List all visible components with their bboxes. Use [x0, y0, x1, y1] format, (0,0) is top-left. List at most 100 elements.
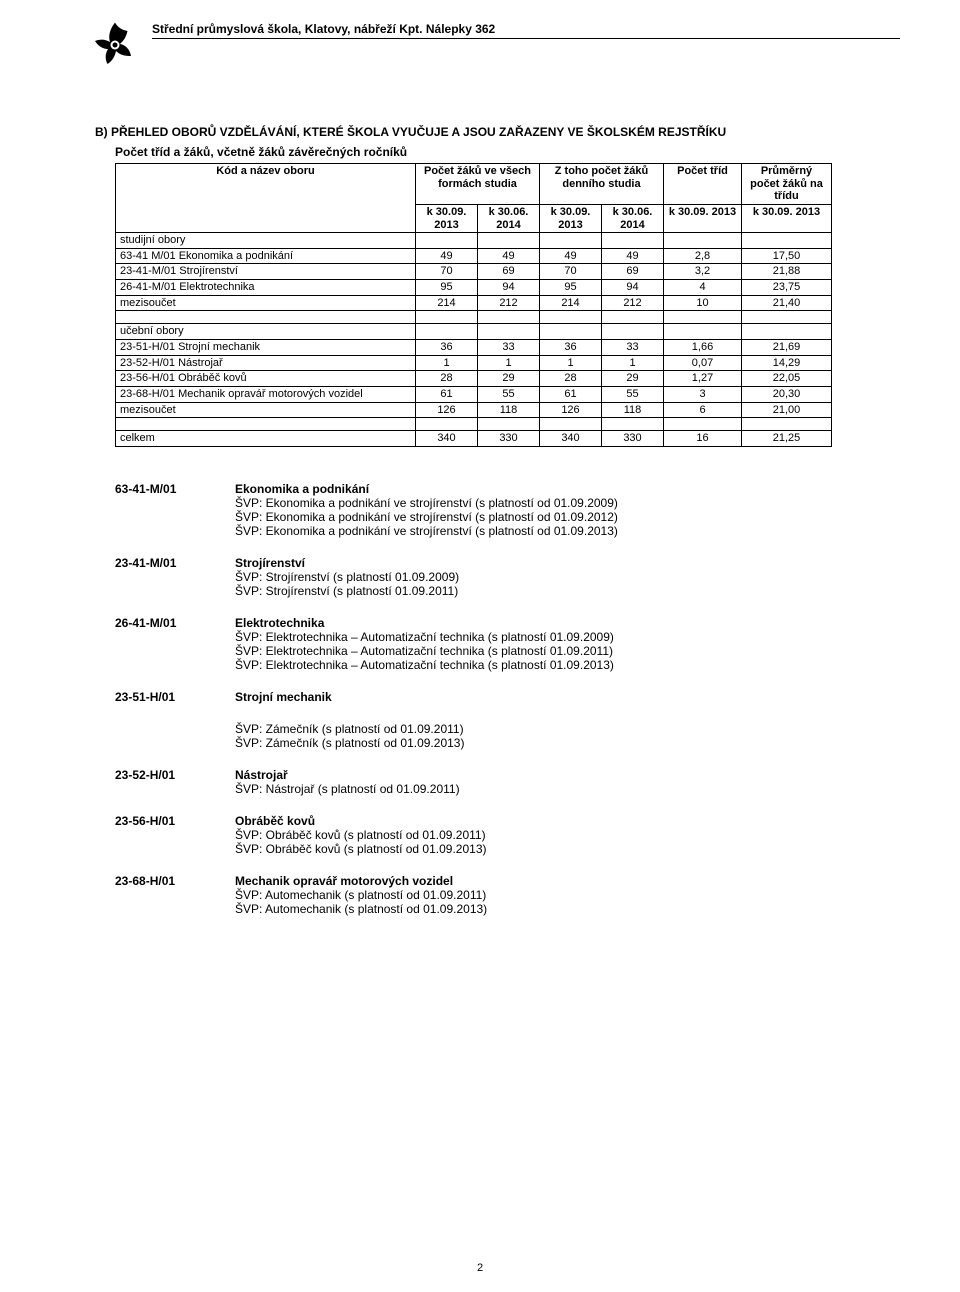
document-header: Střední průmyslová škola, Klatovy, nábře…	[90, 20, 900, 70]
th-c4a: k 30.09. 2013	[664, 204, 742, 232]
school-name: Střední průmyslová škola, Klatovy, nábře…	[152, 22, 900, 39]
definition-line: ŠVP: Automechanik (s platností od 01.09.…	[235, 902, 900, 916]
row-label: 23-51-H/01 Strojní mechanik	[116, 340, 416, 356]
cell: 70	[540, 264, 602, 280]
cell: 21,40	[742, 295, 832, 311]
table-row: 63-41 M/01 Ekonomika a podnikání49494949…	[116, 248, 832, 264]
row-label: 23-41-M/01 Strojírenství	[116, 264, 416, 280]
th-c3b: k 30.06. 2014	[602, 204, 664, 232]
page-number: 2	[0, 1262, 960, 1274]
definition-block: 63-41-M/01Ekonomika a podnikáníŠVP: Ekon…	[115, 482, 900, 538]
cell: 330	[478, 431, 540, 447]
sub-heading: Počet tříd a žáků, včetně žáků závěrečný…	[115, 145, 900, 159]
cell: 55	[602, 386, 664, 402]
cell	[416, 233, 478, 249]
cell	[664, 324, 742, 340]
cell: 1	[478, 355, 540, 371]
definition-line: ŠVP: Obráběč kovů (s platností od 01.09.…	[235, 842, 900, 856]
definition-name: Ekonomika a podnikání	[235, 482, 900, 496]
cell: 49	[416, 248, 478, 264]
row-label: 26-41-M/01 Elektrotechnika	[116, 280, 416, 296]
overview-table: Kód a název oboru Počet žáků ve všech fo…	[115, 163, 832, 447]
cell: 1,66	[664, 340, 742, 356]
cell: 22,05	[742, 371, 832, 387]
cell: 20,30	[742, 386, 832, 402]
section-label: učební obory	[116, 324, 416, 340]
cell: 95	[540, 280, 602, 296]
row-label: celkem	[116, 431, 416, 447]
row-label: 63-41 M/01 Ekonomika a podnikání	[116, 248, 416, 264]
definition-line: ŠVP: Zámečník (s platností od 01.09.2013…	[235, 736, 900, 750]
table-row: mezisoučet2142122142121021,40	[116, 295, 832, 311]
cell: 21,88	[742, 264, 832, 280]
row-label: 23-56-H/01 Obráběč kovů	[116, 371, 416, 387]
row-label: mezisoučet	[116, 402, 416, 418]
th-class-count: Počet tříd	[664, 164, 742, 205]
definition-code: 26-41-M/01	[115, 616, 235, 672]
cell: 55	[478, 386, 540, 402]
definition-block: 23-68-H/01Mechanik opravář motorových vo…	[115, 874, 900, 916]
page: Střední průmyslová škola, Klatovy, nábře…	[0, 0, 960, 1292]
row-label: mezisoučet	[116, 295, 416, 311]
cell: 214	[416, 295, 478, 311]
cell: 212	[478, 295, 540, 311]
cell: 61	[540, 386, 602, 402]
definition-line: ŠVP: Ekonomika a podnikání ve strojírens…	[235, 524, 900, 538]
cell: 0,07	[664, 355, 742, 371]
definition-line: ŠVP: Strojírenství (s platností 01.09.20…	[235, 570, 900, 584]
cell: 10	[664, 295, 742, 311]
cell: 36	[416, 340, 478, 356]
cell: 330	[602, 431, 664, 447]
th-code-name: Kód a název oboru	[116, 164, 416, 233]
cell: 29	[478, 371, 540, 387]
cell: 1	[602, 355, 664, 371]
cell: 28	[540, 371, 602, 387]
th-c2b: k 30.06. 2014	[478, 204, 540, 232]
definition-body: ElektrotechnikaŠVP: Elektrotechnika – Au…	[235, 616, 900, 672]
cell: 340	[540, 431, 602, 447]
cell: 17,50	[742, 248, 832, 264]
cell: 49	[478, 248, 540, 264]
section-row: studijní obory	[116, 233, 832, 249]
cell: 94	[602, 280, 664, 296]
table-row: 23-52-H/01 Nástrojař11110,0714,29	[116, 355, 832, 371]
definition-body: Mechanik opravář motorových vozidel ŠVP: …	[235, 874, 900, 916]
definition-code: 23-52-H/01	[115, 768, 235, 796]
definition-line: ŠVP: Nástrojař (s platností od 01.09.201…	[235, 782, 900, 796]
cell: 28	[416, 371, 478, 387]
table-row: 23-68-H/01 Mechanik opravář motorových v…	[116, 386, 832, 402]
definitions-list: 63-41-M/01Ekonomika a podnikáníŠVP: Ekon…	[115, 482, 900, 916]
cell: 16	[664, 431, 742, 447]
definition-body: NástrojařŠVP: Nástrojař (s platností od …	[235, 768, 900, 796]
definition-name: Mechanik opravář motorových vozidel	[235, 874, 900, 888]
definition-code: 23-68-H/01	[115, 874, 235, 916]
spacer-row	[116, 418, 832, 431]
cell	[540, 233, 602, 249]
definition-name: Elektrotechnika	[235, 616, 900, 630]
definition-name: Strojírenství	[235, 556, 900, 570]
definition-body: Ekonomika a podnikáníŠVP: Ekonomika a po…	[235, 482, 900, 538]
cell: 118	[478, 402, 540, 418]
definition-line: ŠVP: Elektrotechnika – Automatizační tec…	[235, 630, 900, 644]
definition-line: ŠVP: Elektrotechnika – Automatizační tec…	[235, 658, 900, 672]
cell	[416, 324, 478, 340]
cell	[742, 324, 832, 340]
cell: 126	[540, 402, 602, 418]
section-label: studijní obory	[116, 233, 416, 249]
table-row: 23-51-H/01 Strojní mechanik363336331,662…	[116, 340, 832, 356]
definition-line: ŠVP: Ekonomika a podnikání ve strojírens…	[235, 496, 900, 510]
cell	[742, 233, 832, 249]
table-row: 23-56-H/01 Obráběč kovů282928291,2722,05	[116, 371, 832, 387]
th-c2a: k 30.09. 2013	[416, 204, 478, 232]
cell: 33	[602, 340, 664, 356]
definition-name: Nástrojař	[235, 768, 900, 782]
definition-block: 26-41-M/01ElektrotechnikaŠVP: Elektrotec…	[115, 616, 900, 672]
cell: 69	[602, 264, 664, 280]
definition-line: ŠVP: Ekonomika a podnikání ve strojírens…	[235, 510, 900, 524]
table-row: celkem3403303403301621,25	[116, 431, 832, 447]
cell: 2,8	[664, 248, 742, 264]
cell: 1	[540, 355, 602, 371]
cell: 6	[664, 402, 742, 418]
th-c5a: k 30.09. 2013	[742, 204, 832, 232]
definition-code: 23-51-H/01	[115, 690, 235, 704]
